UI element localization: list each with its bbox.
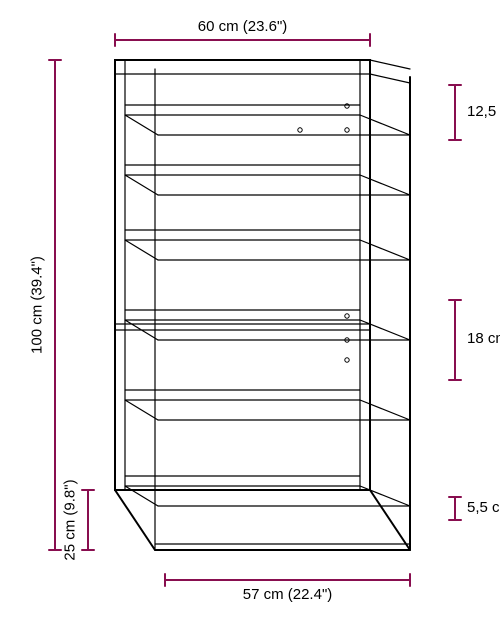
right-bottom-depth — [370, 490, 410, 550]
dim-label-height_left: 100 cm (39.4") — [28, 256, 45, 354]
shelf-depth-r-5 — [360, 486, 410, 506]
dim-label-gap_mid: 18 cm (7") — [467, 330, 500, 347]
right-lip-depth — [370, 74, 410, 83]
dim-label-inner_width: 57 cm (22.4") — [243, 586, 333, 603]
dim-label-gap_top: 12,5 cm (4.9") — [467, 103, 500, 120]
left-bottom-depth — [115, 490, 155, 550]
dim-label-depth: 25 cm (9.8") — [61, 479, 78, 560]
back-panel — [115, 60, 370, 490]
dim-label-gap_bottom: 5,5 cm (2.2") — [467, 499, 500, 516]
diagram-stage: 60 cm (23.6") 100 cm (39.4") 25 cm (9.8") 5… — [0, 0, 500, 641]
right-top-depth — [370, 60, 410, 69]
dim-label-width_top: 60 cm (23.6") — [198, 18, 288, 35]
